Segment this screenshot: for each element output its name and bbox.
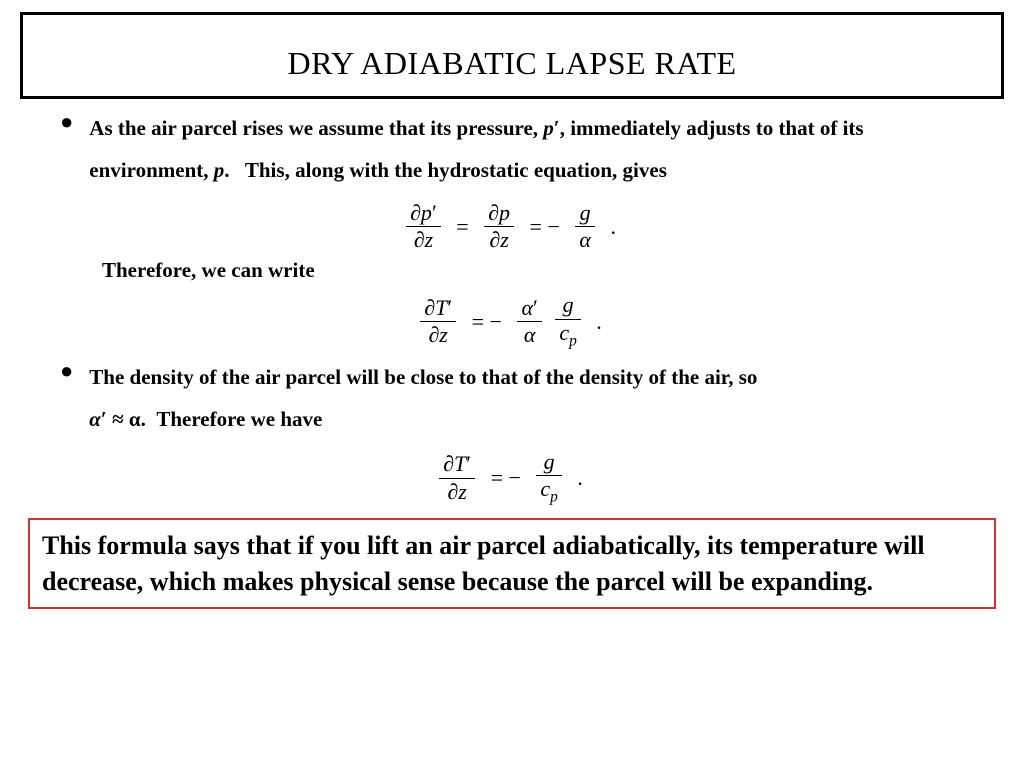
content-area: ● As the air parcel rises we assume that… (0, 107, 1024, 506)
bullet-icon: ● (60, 360, 73, 382)
equation-3: ∂T′∂z = − gcp . (60, 450, 964, 507)
equation-1: ∂p′∂z = ∂p∂z = − gα . (60, 201, 964, 252)
page-title: DRY ADIABATIC LAPSE RATE (33, 45, 991, 82)
callout-box: This formula says that if you lift an ai… (28, 518, 996, 608)
bullet-2: ● The density of the air parcel will be … (60, 356, 964, 440)
bullet-1-text: As the air parcel rises we assume that i… (89, 107, 964, 191)
bullet-1: ● As the air parcel rises we assume that… (60, 107, 964, 191)
callout-text: This formula says that if you lift an ai… (42, 528, 982, 598)
equation-2: ∂T′∂z = − α′α gcp . (60, 293, 964, 350)
therefore-text: Therefore, we can write (102, 258, 964, 283)
bullet-2-text: The density of the air parcel will be cl… (89, 356, 964, 440)
bullet-icon: ● (60, 111, 73, 133)
title-box: DRY ADIABATIC LAPSE RATE (20, 12, 1004, 99)
